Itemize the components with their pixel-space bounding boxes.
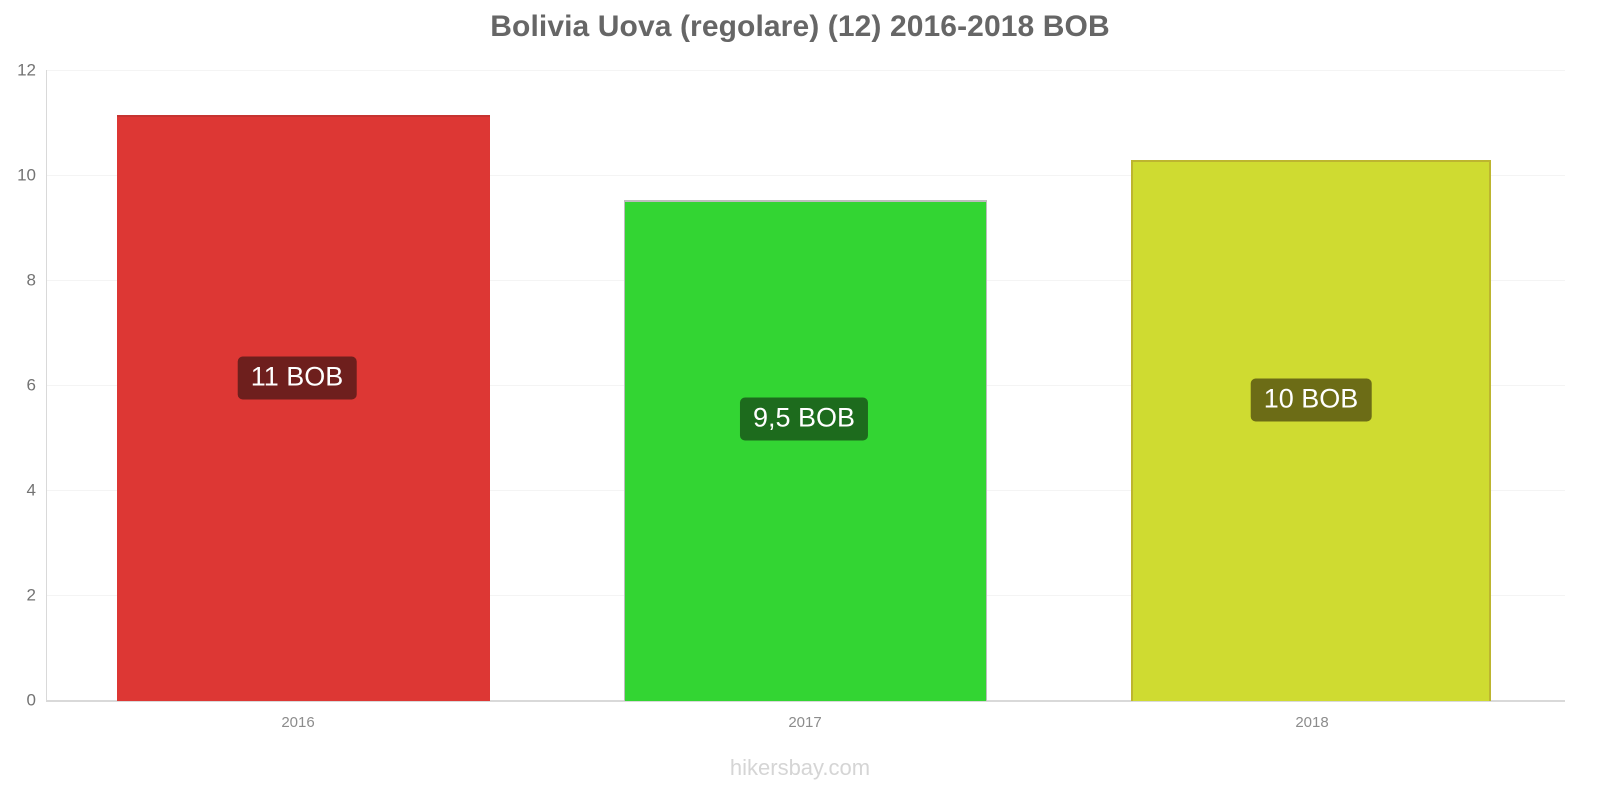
- x-tick-label-2017: 2017: [788, 714, 822, 731]
- chart-title: Bolivia Uova (regolare) (12) 2016-2018 B…: [490, 10, 1110, 43]
- value-label-2018: 10 BOB: [1250, 378, 1372, 422]
- y-tick-label: 0: [26, 690, 36, 710]
- x-tick-label-2018: 2018: [1295, 714, 1329, 731]
- x-tick-label-2016: 2016: [281, 714, 315, 731]
- y-tick-label: 4: [26, 480, 36, 500]
- y-tick-label: 6: [26, 375, 36, 395]
- y-tick-label: 8: [26, 270, 36, 290]
- x-axis-line: [46, 700, 1565, 702]
- bar-2016[interactable]: [117, 115, 490, 701]
- bar-2018[interactable]: [1131, 160, 1491, 701]
- gridline-10: [46, 175, 1565, 176]
- y-axis-line: [46, 70, 47, 701]
- y-tick-label: 10: [17, 165, 36, 185]
- value-label-2017: 9,5 BOB: [739, 397, 869, 441]
- y-tick-label: 12: [17, 60, 36, 80]
- value-label-2016: 11 BOB: [237, 356, 357, 400]
- y-tick-label: 2: [26, 585, 36, 605]
- footer-credit: hikersbay.com: [729, 755, 871, 780]
- gridline-12: [46, 70, 1565, 71]
- bar-2017[interactable]: [624, 200, 987, 701]
